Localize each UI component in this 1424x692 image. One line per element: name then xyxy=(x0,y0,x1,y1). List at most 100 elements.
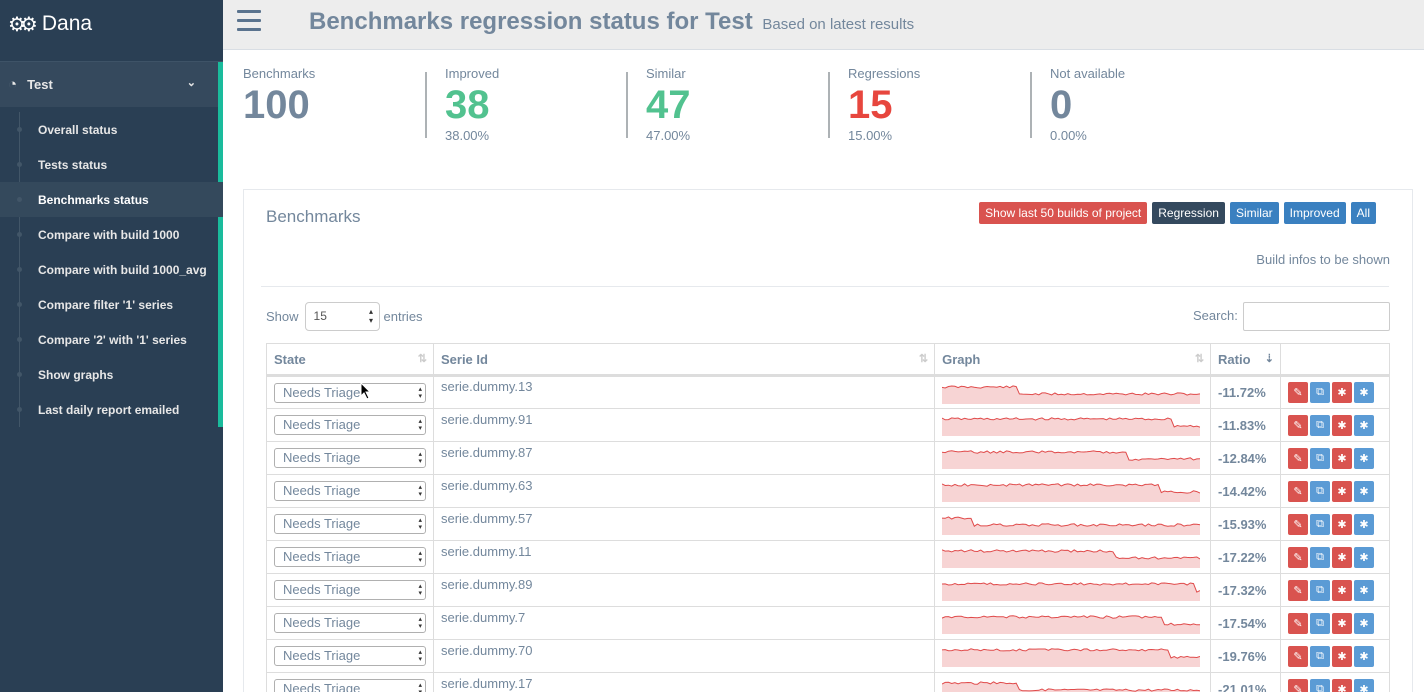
bug-icon[interactable]: ✱ xyxy=(1354,579,1375,601)
sparkline[interactable] xyxy=(942,480,1201,502)
sparkline[interactable] xyxy=(942,678,1201,692)
bug-icon[interactable]: ✱ xyxy=(1332,612,1353,634)
entries-control: Show 15 entries xyxy=(266,302,423,331)
pencil-icon[interactable]: ✎ xyxy=(1288,546,1309,568)
bug-icon[interactable]: ✱ xyxy=(1354,382,1375,403)
pencil-icon[interactable]: ✎ xyxy=(1288,612,1309,634)
stat-divider xyxy=(828,72,830,138)
state-select[interactable]: Needs Triage xyxy=(274,448,426,468)
sparkline-line xyxy=(942,450,1201,461)
state-select[interactable]: Needs Triage xyxy=(274,547,426,567)
sparkline[interactable] xyxy=(942,579,1201,601)
bug-icon[interactable]: ✱ xyxy=(1332,678,1353,692)
external-link-icon[interactable]: ⧉ xyxy=(1310,579,1331,601)
sidebar-item[interactable]: Last daily report emailed xyxy=(0,392,223,427)
col-serie-header[interactable]: Serie Id ⇅ xyxy=(432,343,936,377)
stat-improved: Improved 38 38.00% xyxy=(445,66,499,143)
external-link-icon[interactable]: ⧉ xyxy=(1310,612,1331,634)
external-link-icon[interactable]: ⧉ xyxy=(1310,546,1331,568)
state-cell: Needs Triage xyxy=(266,474,434,508)
col-ratio-header[interactable]: Ratio ⇣ xyxy=(1210,343,1282,377)
page-title-text: Benchmarks regression status for Test xyxy=(309,8,753,35)
entries-select[interactable]: 15 xyxy=(304,302,380,331)
pencil-icon[interactable]: ✎ xyxy=(1288,645,1309,667)
external-link-icon[interactable]: ⧉ xyxy=(1310,414,1331,436)
regression-filter-button[interactable]: Regression xyxy=(1152,202,1225,224)
sidebar-item[interactable]: Compare with build 1000_avg xyxy=(0,252,223,287)
state-select[interactable]: Needs Triage xyxy=(274,580,426,600)
pencil-icon[interactable]: ✎ xyxy=(1288,414,1309,436)
menu-dot xyxy=(17,197,22,202)
state-cell: Needs Triage xyxy=(266,606,434,640)
bug-icon[interactable]: ✱ xyxy=(1332,645,1353,667)
col-graph-header[interactable]: Graph ⇅ xyxy=(934,343,1212,377)
external-link-icon[interactable]: ⧉ xyxy=(1310,447,1331,469)
sidebar-item[interactable]: Compare filter '1' series xyxy=(0,287,223,322)
pencil-icon[interactable]: ✎ xyxy=(1288,579,1309,601)
bug-icon[interactable]: ✱ xyxy=(1354,414,1375,436)
build-infos-link[interactable]: Build infos to be shown xyxy=(1256,252,1390,267)
improved-filter-button[interactable]: Improved xyxy=(1283,202,1346,224)
all-filter-button[interactable]: All xyxy=(1350,202,1376,224)
sidebar-project-test[interactable]: ◔ Test ⌄ xyxy=(0,62,223,107)
external-link-icon[interactable]: ⧉ xyxy=(1310,382,1331,403)
state-cell: Needs Triage xyxy=(266,639,434,673)
sparkline[interactable] xyxy=(942,382,1201,404)
sparkline[interactable] xyxy=(942,612,1201,634)
sparkline[interactable] xyxy=(942,513,1201,535)
state-select[interactable]: Needs Triage xyxy=(274,514,426,534)
pencil-icon[interactable]: ✎ xyxy=(1288,447,1309,469)
pencil-icon[interactable]: ✎ xyxy=(1288,480,1309,502)
sidebar-item[interactable]: Compare with build 1000 xyxy=(0,217,223,252)
state-select[interactable]: Needs Triage xyxy=(274,646,426,666)
bug-icon[interactable]: ✱ xyxy=(1332,513,1353,535)
bug-icon[interactable]: ✱ xyxy=(1354,645,1375,667)
sidebar-item[interactable]: Tests status xyxy=(0,147,223,182)
external-link-icon[interactable]: ⧉ xyxy=(1310,645,1331,667)
brand[interactable]: ⚙⚙ Dana xyxy=(0,0,223,48)
hamburger-icon[interactable] xyxy=(237,10,261,32)
state-select[interactable]: Needs Triage xyxy=(274,415,426,435)
external-link-icon[interactable]: ⧉ xyxy=(1310,513,1331,535)
sidebar-item[interactable]: Benchmarks status xyxy=(0,182,223,217)
state-select[interactable]: Needs Triage xyxy=(274,679,426,692)
menu-dot xyxy=(17,162,22,167)
sparkline-area xyxy=(942,615,1201,634)
bug-icon[interactable]: ✱ xyxy=(1332,382,1353,403)
sparkline[interactable] xyxy=(942,447,1201,469)
bug-icon[interactable]: ✱ xyxy=(1354,612,1375,634)
col-state-header[interactable]: State ⇅ xyxy=(266,343,434,377)
sidebar-item[interactable]: Show graphs xyxy=(0,357,223,392)
pencil-icon[interactable]: ✎ xyxy=(1288,382,1309,403)
ratio-cell: -17.22% xyxy=(1210,540,1282,574)
search-input[interactable] xyxy=(1243,302,1390,331)
state-select[interactable]: Needs Triage xyxy=(274,382,426,403)
bug-icon[interactable]: ✱ xyxy=(1332,414,1353,436)
bug-icon[interactable]: ✱ xyxy=(1332,480,1353,502)
menu-active-bar xyxy=(218,62,223,427)
sidebar-item[interactable]: Overall status xyxy=(0,112,223,147)
stat-similar: Similar 47 47.00% xyxy=(646,66,691,143)
bug-icon[interactable]: ✱ xyxy=(1332,447,1353,469)
sparkline[interactable] xyxy=(942,645,1201,667)
sparkline[interactable] xyxy=(942,414,1201,436)
sparkline[interactable] xyxy=(942,546,1201,568)
bug-icon[interactable]: ✱ xyxy=(1354,678,1375,692)
similar-filter-button[interactable]: Similar xyxy=(1229,202,1279,224)
state-select[interactable]: Needs Triage xyxy=(274,613,426,633)
stat-value: 15 xyxy=(848,83,893,127)
bug-icon[interactable]: ✱ xyxy=(1354,513,1375,535)
bug-icon[interactable]: ✱ xyxy=(1354,480,1375,502)
pencil-icon[interactable]: ✎ xyxy=(1288,513,1309,535)
pencil-icon[interactable]: ✎ xyxy=(1288,678,1309,692)
bug-icon[interactable]: ✱ xyxy=(1354,546,1375,568)
bug-icon[interactable]: ✱ xyxy=(1332,546,1353,568)
external-link-icon[interactable]: ⧉ xyxy=(1310,480,1331,502)
bug-icon[interactable]: ✱ xyxy=(1354,447,1375,469)
external-link-icon[interactable]: ⧉ xyxy=(1310,678,1331,692)
sidebar-item[interactable]: Compare '2' with '1' series xyxy=(0,322,223,357)
state-select[interactable]: Needs Triage xyxy=(274,481,426,501)
show-last-50-button[interactable]: Show last 50 builds of project xyxy=(979,202,1148,224)
bug-icon[interactable]: ✱ xyxy=(1332,579,1353,601)
graph-cell xyxy=(934,474,1212,508)
